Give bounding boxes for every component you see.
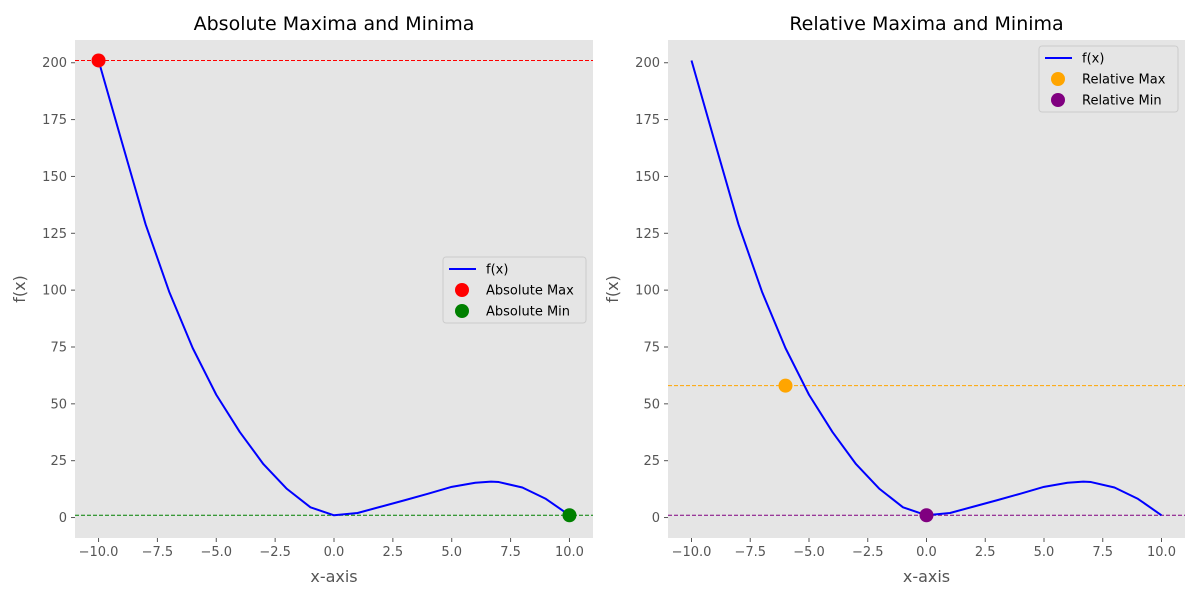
y-axis-label: f(x) [10, 275, 29, 303]
x-tick-label: 5.0 [1034, 545, 1055, 560]
series-line-fx [97, 60, 571, 517]
y-tick-label: 0 [59, 511, 67, 526]
y-tick-label: 125 [42, 227, 67, 242]
y-tick-label: 100 [635, 284, 660, 299]
x-tick-label: 2.5 [975, 545, 996, 560]
y-tick-label: 50 [643, 397, 660, 412]
legend: f(x) Absolute Max Absolute Min [442, 256, 587, 324]
y-tick-label: 175 [42, 113, 67, 128]
legend-marker-swatch [1051, 72, 1065, 86]
x-axis-label: x-axis [903, 567, 950, 586]
y-tick-label: 100 [42, 284, 67, 299]
series-line-fx [690, 60, 1163, 517]
legend-box [442, 256, 587, 324]
y-tick-label: 150 [635, 170, 660, 185]
point-absolute-max [91, 53, 106, 68]
legend: f(x) Relative Max Relative Min [1038, 45, 1179, 113]
x-tick-label: −7.5 [142, 545, 174, 560]
y-tick-label: 75 [643, 340, 660, 355]
x-tick-label: −7.5 [734, 545, 766, 560]
plot-contents [75, 59, 593, 517]
legend-label: Absolute Min [486, 305, 570, 320]
y-tick-label: 25 [643, 454, 660, 469]
legend-label: Relative Max [1082, 73, 1166, 88]
y-tick-label: 75 [50, 340, 67, 355]
plot-area [668, 40, 1185, 538]
x-tick-label: 10.0 [555, 545, 584, 560]
legend-label: f(x) [486, 263, 508, 278]
y-tick-label: 175 [635, 113, 660, 128]
y-axis-label: f(x) [603, 275, 622, 303]
legend-marker-swatch [455, 283, 469, 297]
x-tick-label: 7.5 [500, 545, 521, 560]
x-axis-label: x-axis [310, 567, 357, 586]
x-tick-label: −2.5 [259, 545, 291, 560]
x-tick-label: −10.0 [672, 545, 712, 560]
legend-marker-swatch [455, 304, 469, 318]
y-tick-label: 200 [635, 56, 660, 71]
chart-panel-2: −10.0 −7.5 −5.0 −2.5 0.0 2.5 5.0 7.5 10.0 0 25 50 75… [603, 13, 1185, 586]
x-tick-label: 0.0 [324, 545, 345, 560]
legend-marker-swatch [1051, 93, 1065, 107]
x-tick-label: 10.0 [1147, 545, 1176, 560]
x-tick-label: 2.5 [383, 545, 404, 560]
chart-title: Absolute Maxima and Minima [194, 13, 475, 35]
legend-label: Relative Min [1082, 94, 1162, 109]
y-tick-label: 25 [50, 454, 67, 469]
chart-panel-1: −10.0 −7.5 −5.0 −2.5 0.0 2.5 5.0 7.5 10.0 0 25 50 75… [10, 13, 593, 586]
point-absolute-min [562, 508, 577, 523]
x-tick-label: 7.5 [1092, 545, 1113, 560]
legend-label: Absolute Max [486, 284, 574, 299]
chart-title: Relative Maxima and Minima [789, 13, 1063, 35]
y-tick-label: 200 [42, 56, 67, 71]
x-tick-label: 0.0 [916, 545, 937, 560]
y-tick-label: 0 [652, 511, 660, 526]
y-tick-label: 50 [50, 397, 67, 412]
x-tick-label: −2.5 [852, 545, 884, 560]
legend-label: f(x) [1082, 52, 1104, 67]
point-relative-min [919, 508, 934, 523]
y-tick-label: 125 [635, 227, 660, 242]
point-relative-max [778, 378, 793, 393]
x-tick-label: −5.0 [200, 545, 232, 560]
x-tick-label: −10.0 [79, 545, 119, 560]
y-tick-label: 150 [42, 170, 67, 185]
legend-box [1038, 45, 1179, 113]
x-tick-label: 5.0 [441, 545, 462, 560]
x-tick-label: −5.0 [793, 545, 825, 560]
